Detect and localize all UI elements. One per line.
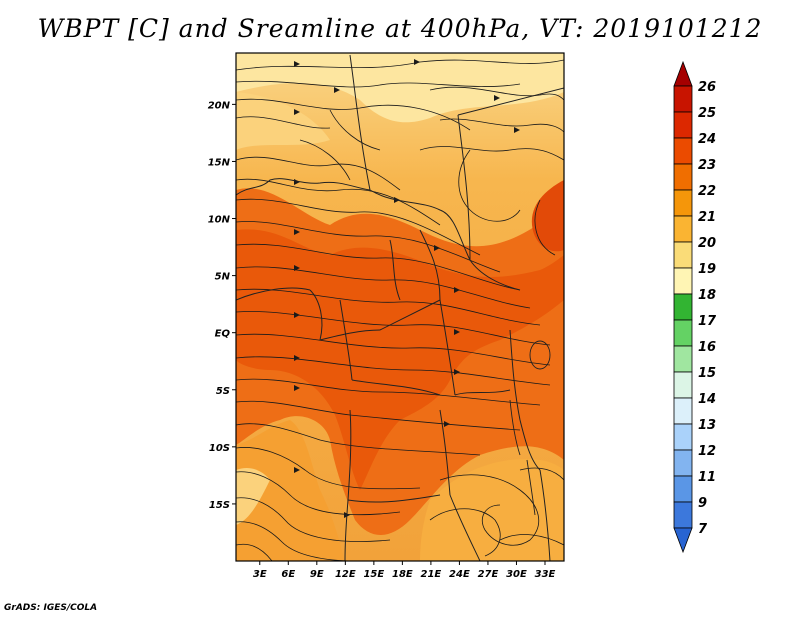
lon-tick-label: 9E bbox=[310, 569, 324, 580]
colorbar-label: 14 bbox=[698, 392, 716, 407]
wbpt-19-shade-north bbox=[236, 53, 564, 123]
colorbar-arrow-top bbox=[673, 60, 693, 87]
lon-tick-label: 30E bbox=[506, 569, 527, 580]
lon-tick-label: 18E bbox=[392, 569, 413, 580]
lon-tick-label: 6E bbox=[281, 569, 295, 580]
wbpt-23-core bbox=[236, 229, 564, 491]
lon-tick-label: 3E bbox=[253, 569, 267, 580]
lat-tick-label: 10S bbox=[209, 443, 230, 454]
colorbar: 26 25 24 23 22 21 20 19 18 17 16 15 14 13 12 11 9 7 bbox=[673, 60, 717, 554]
lat-tick-label: 20N bbox=[208, 100, 231, 111]
lakes bbox=[509, 340, 551, 516]
colorbar-label: 15 bbox=[698, 366, 716, 381]
colorbar-swatch bbox=[673, 345, 693, 373]
colorbar-label: 24 bbox=[698, 132, 716, 147]
country-borders bbox=[236, 54, 564, 561]
lon-tick-label: 21E bbox=[421, 569, 442, 580]
colorbar-swatch bbox=[673, 293, 693, 321]
colorbar-label: 9 bbox=[698, 496, 707, 511]
colorbar-swatch bbox=[673, 371, 693, 399]
colorbar-label: 25 bbox=[698, 106, 716, 121]
colorbar-label: 26 bbox=[698, 80, 716, 95]
colorbar-swatch bbox=[673, 475, 693, 503]
streamline-arrows bbox=[294, 59, 520, 518]
lat-tick-label: 10N bbox=[208, 215, 231, 226]
map-area bbox=[236, 53, 564, 561]
latitude-axis: 20N 15N 10N 5N EQ 5S 10S 15S bbox=[208, 100, 236, 511]
lon-tick-label: 27E bbox=[478, 569, 499, 580]
wbpt-23-northeast-blob bbox=[531, 180, 564, 252]
colorbar-swatch bbox=[673, 215, 693, 243]
colorbar-swatch bbox=[673, 397, 693, 425]
colorbar-label: 11 bbox=[698, 470, 716, 485]
colorbar-swatch bbox=[673, 449, 693, 477]
colorbar-swatch bbox=[673, 85, 693, 113]
colorbar-label: 18 bbox=[698, 288, 716, 303]
colorbar-label: 12 bbox=[698, 444, 716, 459]
colorbar-label: 21 bbox=[698, 210, 716, 225]
colorbar-swatch bbox=[673, 189, 693, 217]
lat-tick-label: 5N bbox=[215, 272, 231, 283]
lon-tick-label: 24E bbox=[449, 569, 470, 580]
colorbar-label: 7 bbox=[698, 522, 708, 537]
colorbar-label: 23 bbox=[698, 158, 716, 173]
lat-tick-label: EQ bbox=[215, 329, 231, 340]
streamlines bbox=[236, 59, 564, 561]
lat-tick-label: 15S bbox=[209, 500, 230, 511]
colorbar-label: 19 bbox=[698, 262, 716, 277]
colorbar-label: 20 bbox=[698, 236, 716, 251]
wbpt-21-south-west bbox=[236, 420, 345, 561]
credit-label: GrADS: IGES/COLA bbox=[4, 603, 98, 613]
colorbar-label: 22 bbox=[698, 184, 716, 199]
colorbar-swatch bbox=[673, 137, 693, 165]
map-frame bbox=[235, 52, 565, 562]
lon-tick-label: 15E bbox=[363, 569, 384, 580]
lon-tick-label: 12E bbox=[335, 569, 356, 580]
colorbar-label: 13 bbox=[698, 418, 716, 433]
colorbar-swatch bbox=[673, 319, 693, 347]
longitude-axis: 3E 6E 9E 12E 15E 18E 21E 24E 27E 30E 33E bbox=[253, 561, 556, 580]
colorbar-swatch bbox=[673, 241, 693, 269]
colorbar-swatch bbox=[673, 111, 693, 139]
colorbar-label: 16 bbox=[698, 340, 716, 355]
wbpt-21-south-east bbox=[420, 459, 564, 561]
wbpt-20-southwest-patch bbox=[236, 468, 270, 525]
colorbar-label: 17 bbox=[698, 314, 717, 329]
lon-tick-label: 33E bbox=[535, 569, 556, 580]
chart-title: WBPT [C] and Sreamline at 400hPa, VT: 20… bbox=[37, 14, 763, 43]
lat-tick-label: 5S bbox=[216, 386, 230, 397]
colorbar-arrow-bottom bbox=[673, 527, 693, 554]
colorbar-swatch bbox=[673, 501, 693, 529]
lat-tick-label: 15N bbox=[208, 157, 231, 168]
colorbar-swatch bbox=[673, 423, 693, 451]
colorbar-swatch bbox=[673, 267, 693, 295]
colorbar-swatch bbox=[673, 163, 693, 191]
